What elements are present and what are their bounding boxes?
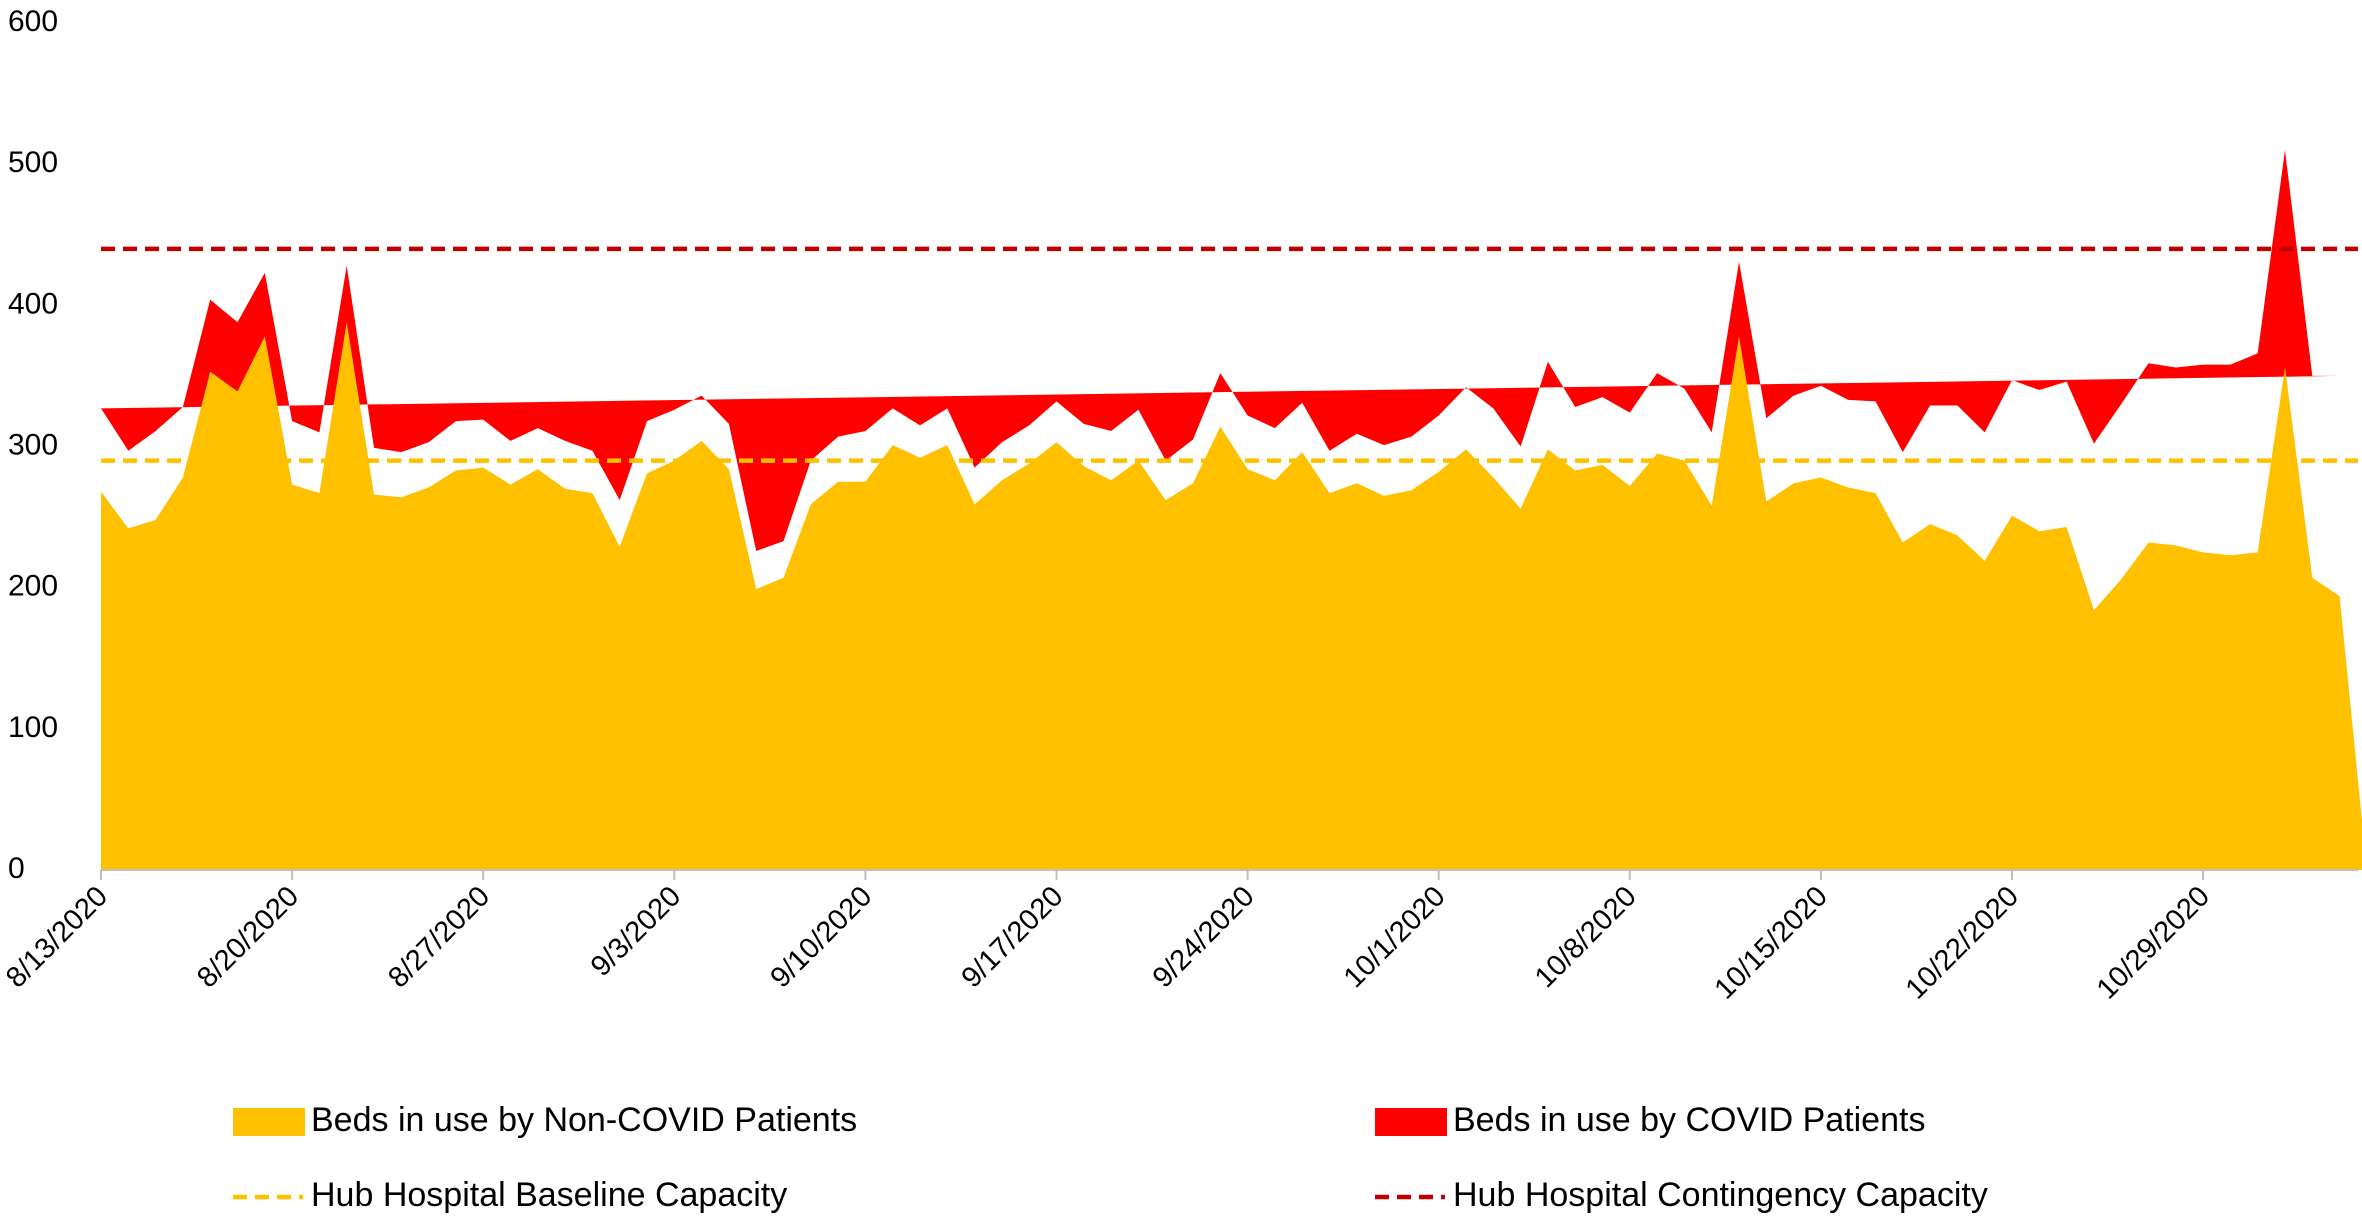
- x-tick-label: 8/27/2020: [382, 880, 496, 994]
- area-non-covid: [101, 322, 2362, 870]
- legend-label: Hub Hospital Baseline Capacity: [311, 1176, 787, 1214]
- y-tick-label: 300: [8, 428, 58, 461]
- x-tick-label: 9/10/2020: [764, 880, 878, 994]
- legend-swatch: [1375, 1108, 1447, 1136]
- x-tick-label: 10/8/2020: [1529, 880, 1643, 994]
- legend-item: Hub Hospital Contingency Capacity: [1375, 1176, 1988, 1214]
- x-tick-label: 9/17/2020: [956, 880, 1070, 994]
- x-tick-label: 9/24/2020: [1147, 880, 1261, 994]
- x-tick-label: 10/15/2020: [1709, 880, 1834, 1005]
- legend-label: Beds in use by COVID Patients: [1453, 1101, 1925, 1139]
- y-tick-label: 100: [8, 711, 58, 744]
- y-tick-label: 600: [8, 5, 58, 38]
- y-tick-label: 500: [8, 146, 58, 179]
- legend-item: Beds in use by COVID Patients: [1375, 1101, 1925, 1139]
- x-tick-label: 10/22/2020: [1900, 880, 2025, 1005]
- legend-swatch: [233, 1108, 305, 1136]
- legend-label: Hub Hospital Contingency Capacity: [1453, 1176, 1988, 1214]
- legend-item: Hub Hospital Baseline Capacity: [233, 1176, 787, 1214]
- legend-label: Beds in use by Non-COVID Patients: [311, 1101, 857, 1139]
- y-tick-label: 0: [8, 852, 25, 885]
- x-tick-label: 8/13/2020: [0, 880, 114, 994]
- y-tick-label: 400: [8, 287, 58, 320]
- legend-item: Beds in use by Non-COVID Patients: [233, 1101, 857, 1139]
- x-tick-label: 10/29/2020: [2091, 880, 2216, 1005]
- y-tick-label: 200: [8, 570, 58, 603]
- x-tick-label: 10/1/2020: [1338, 880, 1452, 994]
- x-tick-label: 9/3/2020: [585, 880, 687, 982]
- x-tick-label: 8/20/2020: [191, 880, 305, 994]
